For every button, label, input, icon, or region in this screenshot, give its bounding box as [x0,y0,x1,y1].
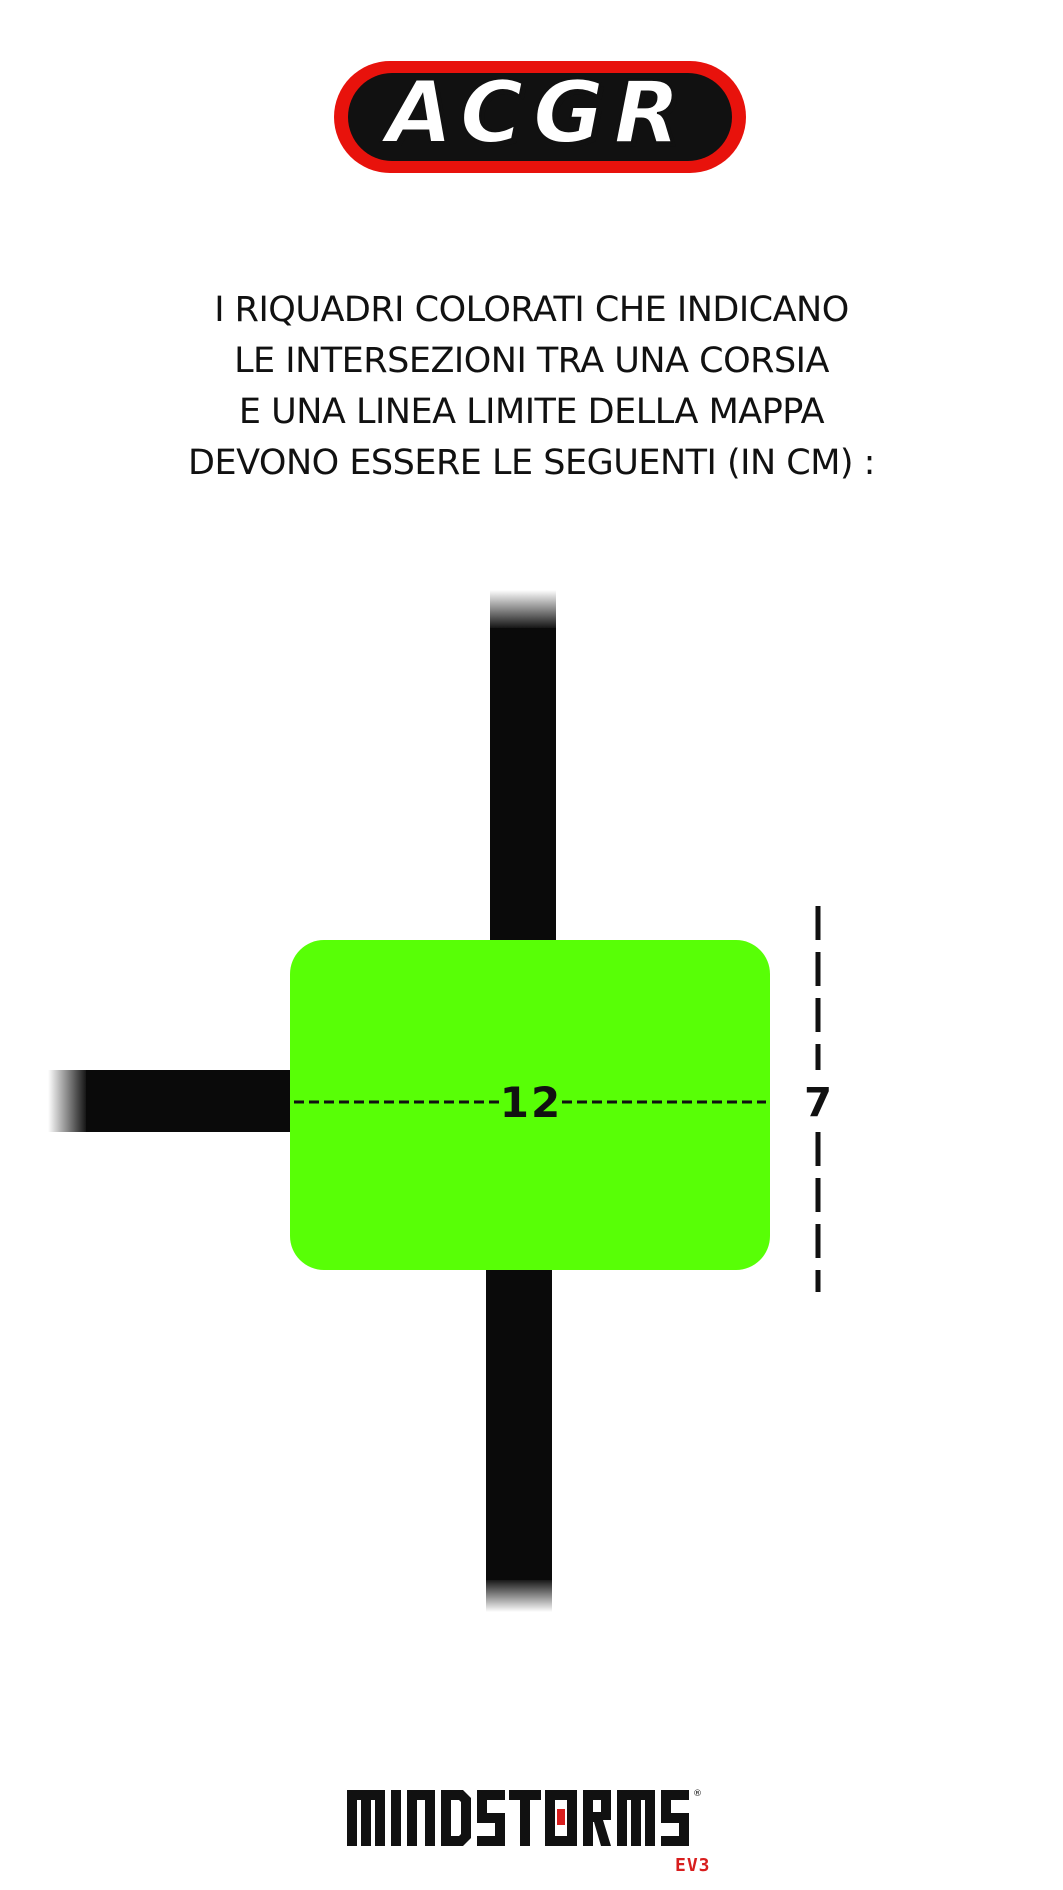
track-left [48,1070,302,1132]
logo-inner-badge [348,73,732,161]
logo-text-shadow: ACGR [384,67,694,167]
instructions-text: I RIQUADRI COLORATI CHE INDICANO LE INTE… [0,285,1063,489]
instructions-line: DEVONO ESSERE LE SEGUENTI (IN CM) : [188,443,875,483]
registered-mark: ® [693,1789,702,1799]
mindstorms-ev3-logo: ® EV3 [347,1789,711,1875]
ev3-label: EV3 [675,1855,711,1875]
intersection-box [290,940,770,1270]
width-label: 12 [500,1078,562,1127]
logo-text: ACGR [380,63,690,163]
acgr-logo: ACGR ACGR [334,61,746,173]
instructions-line: E UNA LINEA LIMITE DELLA MAPPA [238,392,825,432]
robot-eye-accent [557,1809,565,1825]
instructions-line: LE INTERSEZIONI TRA UNA CORSIA [234,341,829,381]
mindstorms-wordmark [347,1790,689,1846]
track-bottom [486,1260,552,1612]
intersection-diagram: 12 7 [48,590,832,1612]
instructions-line: I RIQUADRI COLORATI CHE INDICANO [214,290,849,330]
height-label: 7 [804,1080,832,1126]
track-top [490,590,556,988]
